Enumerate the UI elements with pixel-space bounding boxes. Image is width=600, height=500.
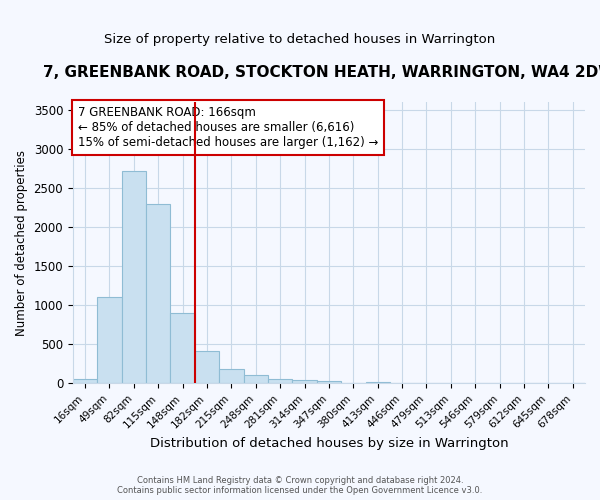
Bar	[268, 379, 292, 384]
Bar	[97, 298, 122, 384]
Bar	[244, 375, 268, 384]
Bar	[317, 381, 341, 384]
Bar	[122, 171, 146, 384]
X-axis label: Distribution of detached houses by size in Warrington: Distribution of detached houses by size …	[149, 437, 508, 450]
Bar	[219, 369, 244, 384]
Bar	[73, 379, 97, 384]
Text: Size of property relative to detached houses in Warrington: Size of property relative to detached ho…	[104, 32, 496, 46]
Bar	[146, 204, 170, 384]
Bar	[365, 382, 390, 384]
Text: Contains HM Land Registry data © Crown copyright and database right 2024.
Contai: Contains HM Land Registry data © Crown c…	[118, 476, 482, 495]
Bar	[292, 380, 317, 384]
Bar	[195, 351, 219, 384]
Title: 7, GREENBANK ROAD, STOCKTON HEATH, WARRINGTON, WA4 2DW: 7, GREENBANK ROAD, STOCKTON HEATH, WARRI…	[43, 65, 600, 80]
Bar	[341, 382, 365, 384]
Y-axis label: Number of detached properties: Number of detached properties	[15, 150, 28, 336]
Text: 7 GREENBANK ROAD: 166sqm
← 85% of detached houses are smaller (6,616)
15% of sem: 7 GREENBANK ROAD: 166sqm ← 85% of detach…	[78, 106, 379, 149]
Bar	[170, 313, 195, 384]
